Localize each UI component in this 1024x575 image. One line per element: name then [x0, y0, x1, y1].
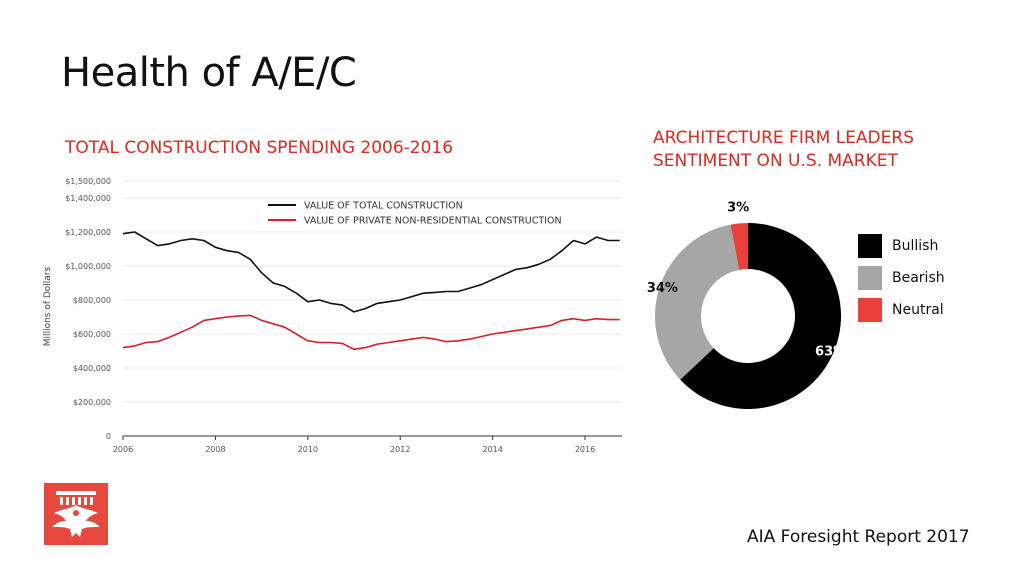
x-tick-label: 2012 [390, 445, 410, 454]
donut-slice-bullish [680, 223, 841, 409]
x-tick-label: 2016 [575, 445, 595, 454]
legend-swatch-neutral [858, 298, 882, 322]
legend-item-bullish: Bullish [858, 234, 945, 258]
y-tick-label: $1,200,000 [65, 228, 111, 237]
donut-chart: 63% 34% 3% [647, 200, 846, 409]
legend-label: VALUE OF PRIVATE NON-RESIDENTIAL CONSTRU… [304, 216, 562, 227]
legend-item-bearish: Bearish [858, 266, 945, 290]
footer-source: AIA Foresight Report 2017 [747, 527, 970, 547]
legend-label-neutral: Neutral [892, 302, 944, 318]
page-title: Health of A/E/C [61, 50, 357, 96]
donut-slice-bearish [655, 224, 740, 380]
y-tick-label: $1,400,000 [65, 194, 111, 203]
donut-data-label: 3% [727, 200, 749, 215]
y-tick-label: 0 [106, 432, 111, 441]
y-tick-label: $400,000 [73, 364, 111, 373]
donut-data-label: 34% [647, 281, 678, 296]
legend-label: VALUE OF TOTAL CONSTRUCTION [304, 201, 463, 212]
legend-item-neutral: Neutral [858, 298, 945, 322]
y-tick-label: $200,000 [73, 398, 111, 407]
y-tick-label: $1,000,000 [65, 262, 111, 271]
series-line-private-non-residential [122, 314, 620, 351]
pie-legend: Bullish Bearish Neutral [858, 234, 945, 330]
legend-swatch-bearish [858, 266, 882, 290]
y-tick-label: $600,000 [73, 330, 111, 339]
x-tick-label: 2014 [482, 445, 502, 454]
x-tick-label: 2010 [298, 445, 318, 454]
series-line-total-construction [122, 231, 620, 313]
y-tick-label: $800,000 [73, 296, 111, 305]
x-tick-label: 2008 [205, 445, 225, 454]
x-tick-label: 2006 [113, 445, 133, 454]
aia-eagle-logo-icon [44, 483, 108, 545]
legend-label-bullish: Bullish [892, 238, 939, 254]
y-axis-label: Millions of Dollars [43, 266, 53, 346]
donut-slice-neutral [730, 223, 748, 270]
y-tick-label: $1,500,000 [65, 177, 111, 186]
pie-chart-title: ARCHITECTURE FIRM LEADERS SENTIMENT ON U… [653, 128, 914, 171]
donut-data-label: 63% [815, 345, 846, 360]
line-chart: 0 $200,000 $400,000 $600,000 $800,000 $1,000,… [43, 177, 622, 454]
legend-label-bearish: Bearish [892, 270, 945, 286]
legend-swatch-bullish [858, 234, 882, 258]
line-chart-title: TOTAL CONSTRUCTION SPENDING 2006-2016 [65, 138, 454, 158]
